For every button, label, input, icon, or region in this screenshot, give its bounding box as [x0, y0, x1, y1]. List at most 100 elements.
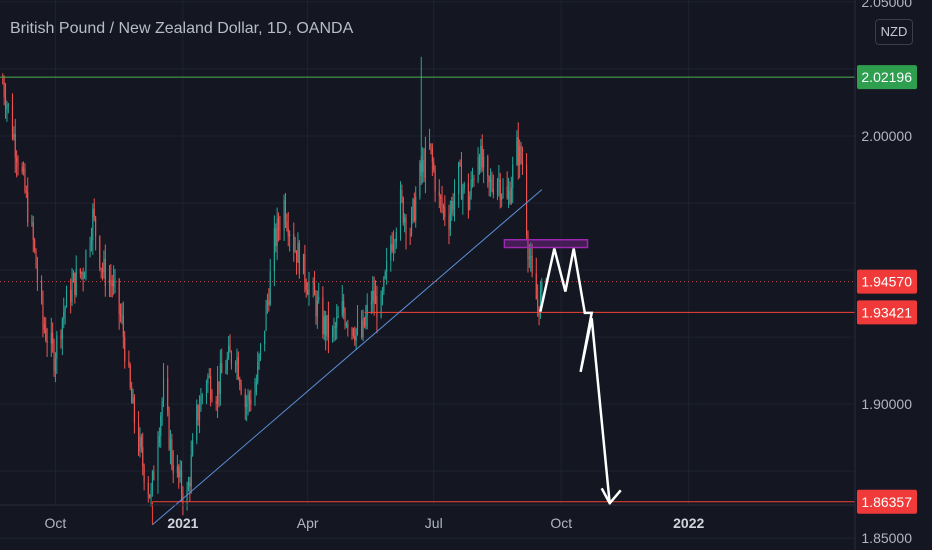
- candle-body: [305, 282, 307, 290]
- candle-body: [6, 105, 8, 110]
- candle-body: [172, 464, 174, 474]
- candle-body: [269, 271, 271, 305]
- candle-body: [4, 97, 7, 110]
- candle-body: [287, 227, 289, 237]
- candle-body: [347, 324, 349, 329]
- candle-body: [499, 179, 501, 200]
- time-axis[interactable]: Oct 2021 Apr Jul Oct 2022: [45, 515, 705, 531]
- candle-body: [444, 206, 446, 218]
- price-label-box: [857, 489, 917, 514]
- candle-body: [402, 198, 404, 223]
- grid: [0, 0, 855, 539]
- candle-body: [334, 326, 336, 328]
- candle-body: [61, 318, 63, 340]
- candle-body: [239, 379, 241, 385]
- candle-body: [157, 442, 159, 481]
- candle-body: [138, 423, 140, 452]
- candle-body: [53, 343, 55, 372]
- candle-body: [82, 272, 84, 279]
- candle-body: [372, 290, 374, 302]
- candle-body: [314, 282, 316, 296]
- candle-body: [279, 228, 281, 231]
- drawings: [0, 76, 855, 526]
- candle-body: [101, 268, 104, 272]
- candle-body: [36, 267, 38, 281]
- candle-body: [391, 244, 393, 251]
- candle-body: [108, 279, 111, 287]
- candle-body: [294, 250, 296, 252]
- candle-body: [489, 179, 492, 183]
- x-tick-label: 2022: [673, 515, 704, 531]
- x-tick-label: Jul: [425, 515, 443, 531]
- candle-body: [236, 357, 238, 365]
- candle-body: [405, 217, 407, 235]
- candle-body: [205, 383, 208, 396]
- candle-body: [424, 147, 426, 178]
- candle-body: [362, 318, 364, 338]
- candle-body: [352, 328, 354, 336]
- candle-body: [65, 289, 68, 308]
- candle-body: [392, 243, 395, 251]
- candle-body: [386, 260, 388, 272]
- candle-body: [54, 358, 56, 372]
- currency-button[interactable]: NZD: [875, 19, 913, 45]
- candle-body: [160, 415, 162, 437]
- candle-body: [113, 279, 115, 287]
- candle-body: [43, 323, 45, 330]
- candle-body: [197, 405, 199, 421]
- candle-body: [74, 272, 76, 295]
- candle-body: [45, 329, 47, 341]
- price-axis[interactable]: 1.85000 1.90000 2.00000 2.05000: [861, 0, 912, 546]
- candle-body: [487, 156, 489, 177]
- candle-body: [27, 192, 29, 224]
- candle-body: [124, 336, 126, 362]
- candle-body: [429, 143, 431, 148]
- candle-body: [120, 314, 122, 317]
- candle-body: [467, 183, 469, 210]
- candle-body: [302, 253, 305, 275]
- candle-body: [168, 409, 170, 449]
- candle-body: [85, 250, 87, 275]
- candle-body: [508, 191, 510, 199]
- candle-body: [11, 104, 14, 138]
- candle-body: [200, 396, 202, 411]
- candle-body: [332, 328, 334, 338]
- candle-body: [268, 300, 270, 305]
- candle-body: [477, 157, 479, 181]
- candle-body: [415, 196, 417, 221]
- candle-body: [539, 290, 541, 316]
- candle-body: [345, 324, 347, 326]
- candle-body: [131, 386, 133, 404]
- candle-body: [95, 217, 97, 237]
- x-tick-label: Apr: [297, 515, 319, 531]
- candle-body: [72, 272, 74, 283]
- candle-body: [21, 166, 23, 172]
- candle-body: [129, 365, 131, 387]
- candle-body: [327, 314, 329, 338]
- chart-title: British Pound / New Zealand Dollar, 1D, …: [10, 20, 354, 37]
- candle-body: [150, 490, 152, 498]
- candle-body: [237, 357, 239, 380]
- candle-body: [459, 162, 461, 165]
- candle-body: [297, 242, 299, 263]
- candle-body: [333, 326, 335, 329]
- price-labels: 2.02196 1.94570 1.93421 1.86357: [857, 65, 917, 514]
- candle-body: [492, 188, 494, 195]
- candle-body: [284, 200, 287, 222]
- candle-body: [307, 289, 309, 295]
- candle-body: [24, 168, 26, 192]
- candle-body: [527, 234, 529, 259]
- candle-body: [111, 282, 113, 287]
- candle-body: [92, 208, 94, 240]
- candle-body: [23, 168, 25, 172]
- candle-body: [275, 228, 277, 247]
- candle-body: [133, 396, 135, 424]
- candle-body: [404, 217, 406, 223]
- price-label-box: [857, 300, 917, 325]
- candle-body: [470, 179, 472, 196]
- candle-body: [438, 191, 440, 197]
- candle-body: [147, 482, 149, 495]
- candle-body: [422, 160, 424, 173]
